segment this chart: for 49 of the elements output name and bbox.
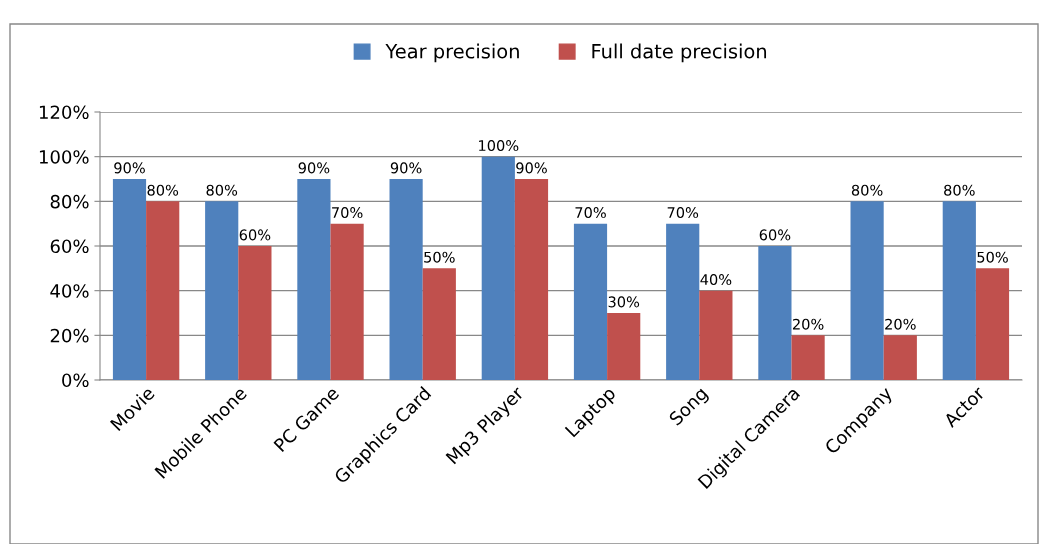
data-label: 30% — [608, 296, 640, 308]
bar — [297, 179, 331, 380]
data-label: 100% — [479, 140, 519, 152]
bar — [607, 313, 641, 380]
y-tick-label: 0% — [62, 373, 89, 388]
legend-label: Year precision — [385, 43, 519, 63]
bar — [330, 223, 364, 380]
data-label: 80% — [851, 184, 883, 196]
data-label: 90% — [298, 162, 330, 174]
data-label: 20% — [792, 318, 824, 330]
bar — [883, 335, 917, 380]
bar — [481, 156, 515, 380]
data-label: 20% — [885, 318, 916, 330]
data-label: 40% — [700, 274, 732, 286]
data-label: 60% — [239, 229, 271, 241]
y-tick-label: 40% — [50, 284, 89, 298]
bar — [942, 201, 976, 380]
bar — [666, 223, 700, 380]
bar — [699, 290, 733, 380]
data-label: 80% — [944, 184, 975, 196]
data-label: 90% — [516, 162, 547, 174]
bar — [514, 179, 549, 380]
data-label: 70% — [332, 207, 363, 219]
legend-label: Full date precision — [592, 43, 767, 63]
bar — [112, 179, 147, 380]
data-label: 70% — [667, 207, 699, 219]
bar — [573, 223, 608, 380]
bar — [146, 201, 180, 380]
y-tick-label: 20% — [50, 328, 89, 343]
data-label: 50% — [424, 251, 455, 263]
data-label: 60% — [759, 229, 791, 241]
data-label: 80% — [147, 184, 179, 196]
data-label: 70% — [575, 207, 606, 219]
data-label: 90% — [114, 162, 145, 174]
data-label: 50% — [977, 251, 1008, 263]
y-tick-label: 120% — [39, 105, 89, 120]
bar — [791, 335, 825, 380]
bar — [850, 201, 884, 380]
bar — [238, 246, 272, 380]
bar — [758, 246, 792, 380]
bar — [389, 179, 423, 380]
bar — [205, 201, 239, 380]
data-label: 90% — [390, 162, 422, 174]
y-tick-label: 80% — [50, 194, 89, 209]
bar — [422, 268, 456, 380]
y-tick-label: 60% — [50, 239, 89, 254]
data-label: 80% — [206, 184, 238, 196]
y-tick-label: 100% — [39, 150, 89, 164]
bar — [975, 268, 1010, 380]
